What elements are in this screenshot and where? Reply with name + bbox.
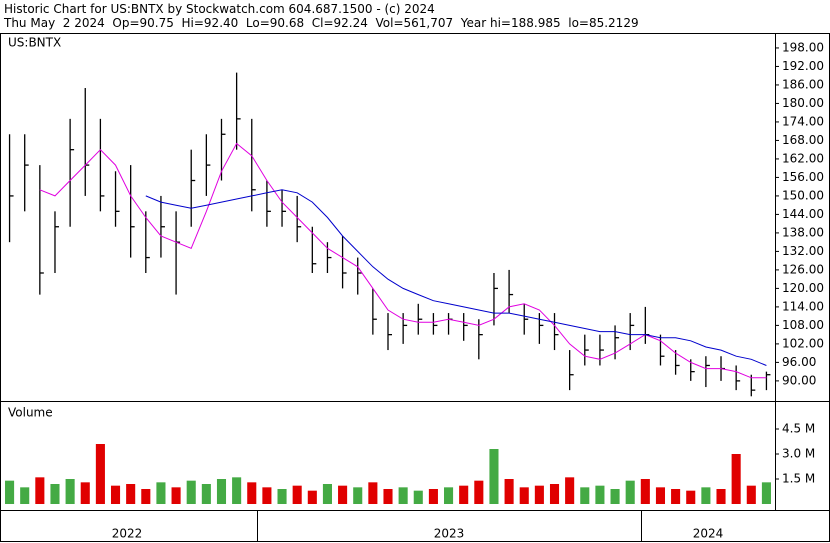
y-tick-label: 156.00 bbox=[782, 170, 824, 184]
volume-bar bbox=[474, 480, 484, 504]
volume-bar bbox=[141, 489, 151, 504]
volume-bar bbox=[413, 490, 423, 504]
volume-bar bbox=[95, 444, 105, 504]
frame bbox=[0, 33, 830, 542]
y-tick-label: 90.00 bbox=[782, 373, 816, 387]
volume-bar bbox=[35, 477, 45, 504]
volume-bar bbox=[292, 485, 302, 504]
volume-label: Volume bbox=[8, 406, 53, 420]
y-tick-label: 132.00 bbox=[782, 244, 824, 258]
volume-bar bbox=[368, 482, 378, 504]
y-tick-label: 180.00 bbox=[782, 96, 824, 110]
volume-bar bbox=[186, 480, 196, 504]
volume-bar bbox=[156, 482, 166, 504]
y-tick-label: 138.00 bbox=[782, 225, 824, 239]
volume-bar bbox=[5, 480, 15, 504]
year-label: 2023 bbox=[434, 527, 465, 541]
volume-bar bbox=[80, 482, 90, 504]
volume-bar bbox=[201, 484, 211, 504]
y-tick-label: 168.00 bbox=[782, 133, 824, 147]
volume-bar bbox=[65, 479, 75, 504]
volume-bar bbox=[731, 454, 741, 504]
y-tick-label: 198.00 bbox=[782, 40, 824, 54]
volume-bar bbox=[110, 485, 121, 504]
volume-bar bbox=[610, 489, 620, 504]
y-tick-label: 150.00 bbox=[782, 188, 824, 202]
volume-bar bbox=[171, 487, 181, 504]
volume-bar bbox=[232, 477, 242, 504]
volume-bar bbox=[444, 487, 454, 504]
header-line: Thu May 2 2024 Op=90.75 Hi=92.40 Lo=90.6… bbox=[4, 16, 639, 30]
volume-bar bbox=[262, 487, 272, 504]
y-tick-label: 1.5 M bbox=[782, 472, 815, 486]
y-tick-label: 174.00 bbox=[782, 114, 824, 128]
volume-bar bbox=[247, 482, 257, 504]
moving-average bbox=[145, 189, 767, 366]
volume-bar bbox=[549, 484, 560, 504]
header-line: Historic Chart for US:BNTX by Stockwatch… bbox=[4, 2, 435, 16]
volume-bar bbox=[504, 479, 514, 504]
y-tick-label: 4.5 M bbox=[782, 422, 815, 436]
y-tick-label: 162.00 bbox=[782, 151, 824, 165]
y-tick-label: 3.0 M bbox=[782, 447, 815, 461]
volume-bar bbox=[519, 487, 529, 504]
y-tick-label: 192.00 bbox=[782, 59, 824, 73]
y-tick-label: 102.00 bbox=[782, 336, 824, 350]
volume-bar bbox=[383, 489, 393, 504]
volume-bar bbox=[338, 485, 348, 504]
y-tick-label: 186.00 bbox=[782, 77, 824, 91]
year-label: 2024 bbox=[693, 527, 724, 541]
volume-bar bbox=[398, 487, 408, 504]
volume-bar bbox=[580, 487, 590, 504]
volume-bar bbox=[322, 484, 332, 504]
volume-bar bbox=[595, 485, 605, 504]
volume-bar bbox=[671, 489, 681, 504]
volume-bar bbox=[625, 480, 635, 504]
volume-bar bbox=[277, 489, 287, 504]
volume-bar bbox=[746, 485, 756, 504]
year-label: 2022 bbox=[112, 527, 143, 541]
volume-bar bbox=[640, 479, 650, 504]
volume-bar bbox=[20, 487, 30, 504]
y-tick-label: 114.00 bbox=[782, 299, 824, 313]
volume-bar bbox=[534, 485, 544, 504]
volume-bar bbox=[307, 490, 317, 504]
volume-bar bbox=[353, 487, 363, 504]
volume-bar bbox=[701, 487, 711, 504]
symbol-label: US:BNTX bbox=[8, 36, 61, 50]
volume-bar bbox=[716, 489, 726, 504]
y-tick-label: 108.00 bbox=[782, 318, 824, 332]
volume-bar bbox=[50, 484, 60, 504]
volume-bar bbox=[686, 490, 696, 504]
y-tick-label: 96.00 bbox=[782, 355, 816, 369]
volume-bar bbox=[459, 485, 469, 504]
volume-bar bbox=[216, 479, 227, 504]
volume-bar bbox=[655, 487, 666, 504]
volume-bar bbox=[565, 477, 575, 504]
y-tick-label: 126.00 bbox=[782, 262, 824, 276]
y-tick-label: 144.00 bbox=[782, 207, 824, 221]
volume-bar bbox=[126, 484, 136, 504]
volume-bar bbox=[428, 489, 438, 504]
y-tick-label: 120.00 bbox=[782, 281, 824, 295]
volume-bar bbox=[761, 482, 771, 504]
volume-bar bbox=[489, 449, 499, 504]
